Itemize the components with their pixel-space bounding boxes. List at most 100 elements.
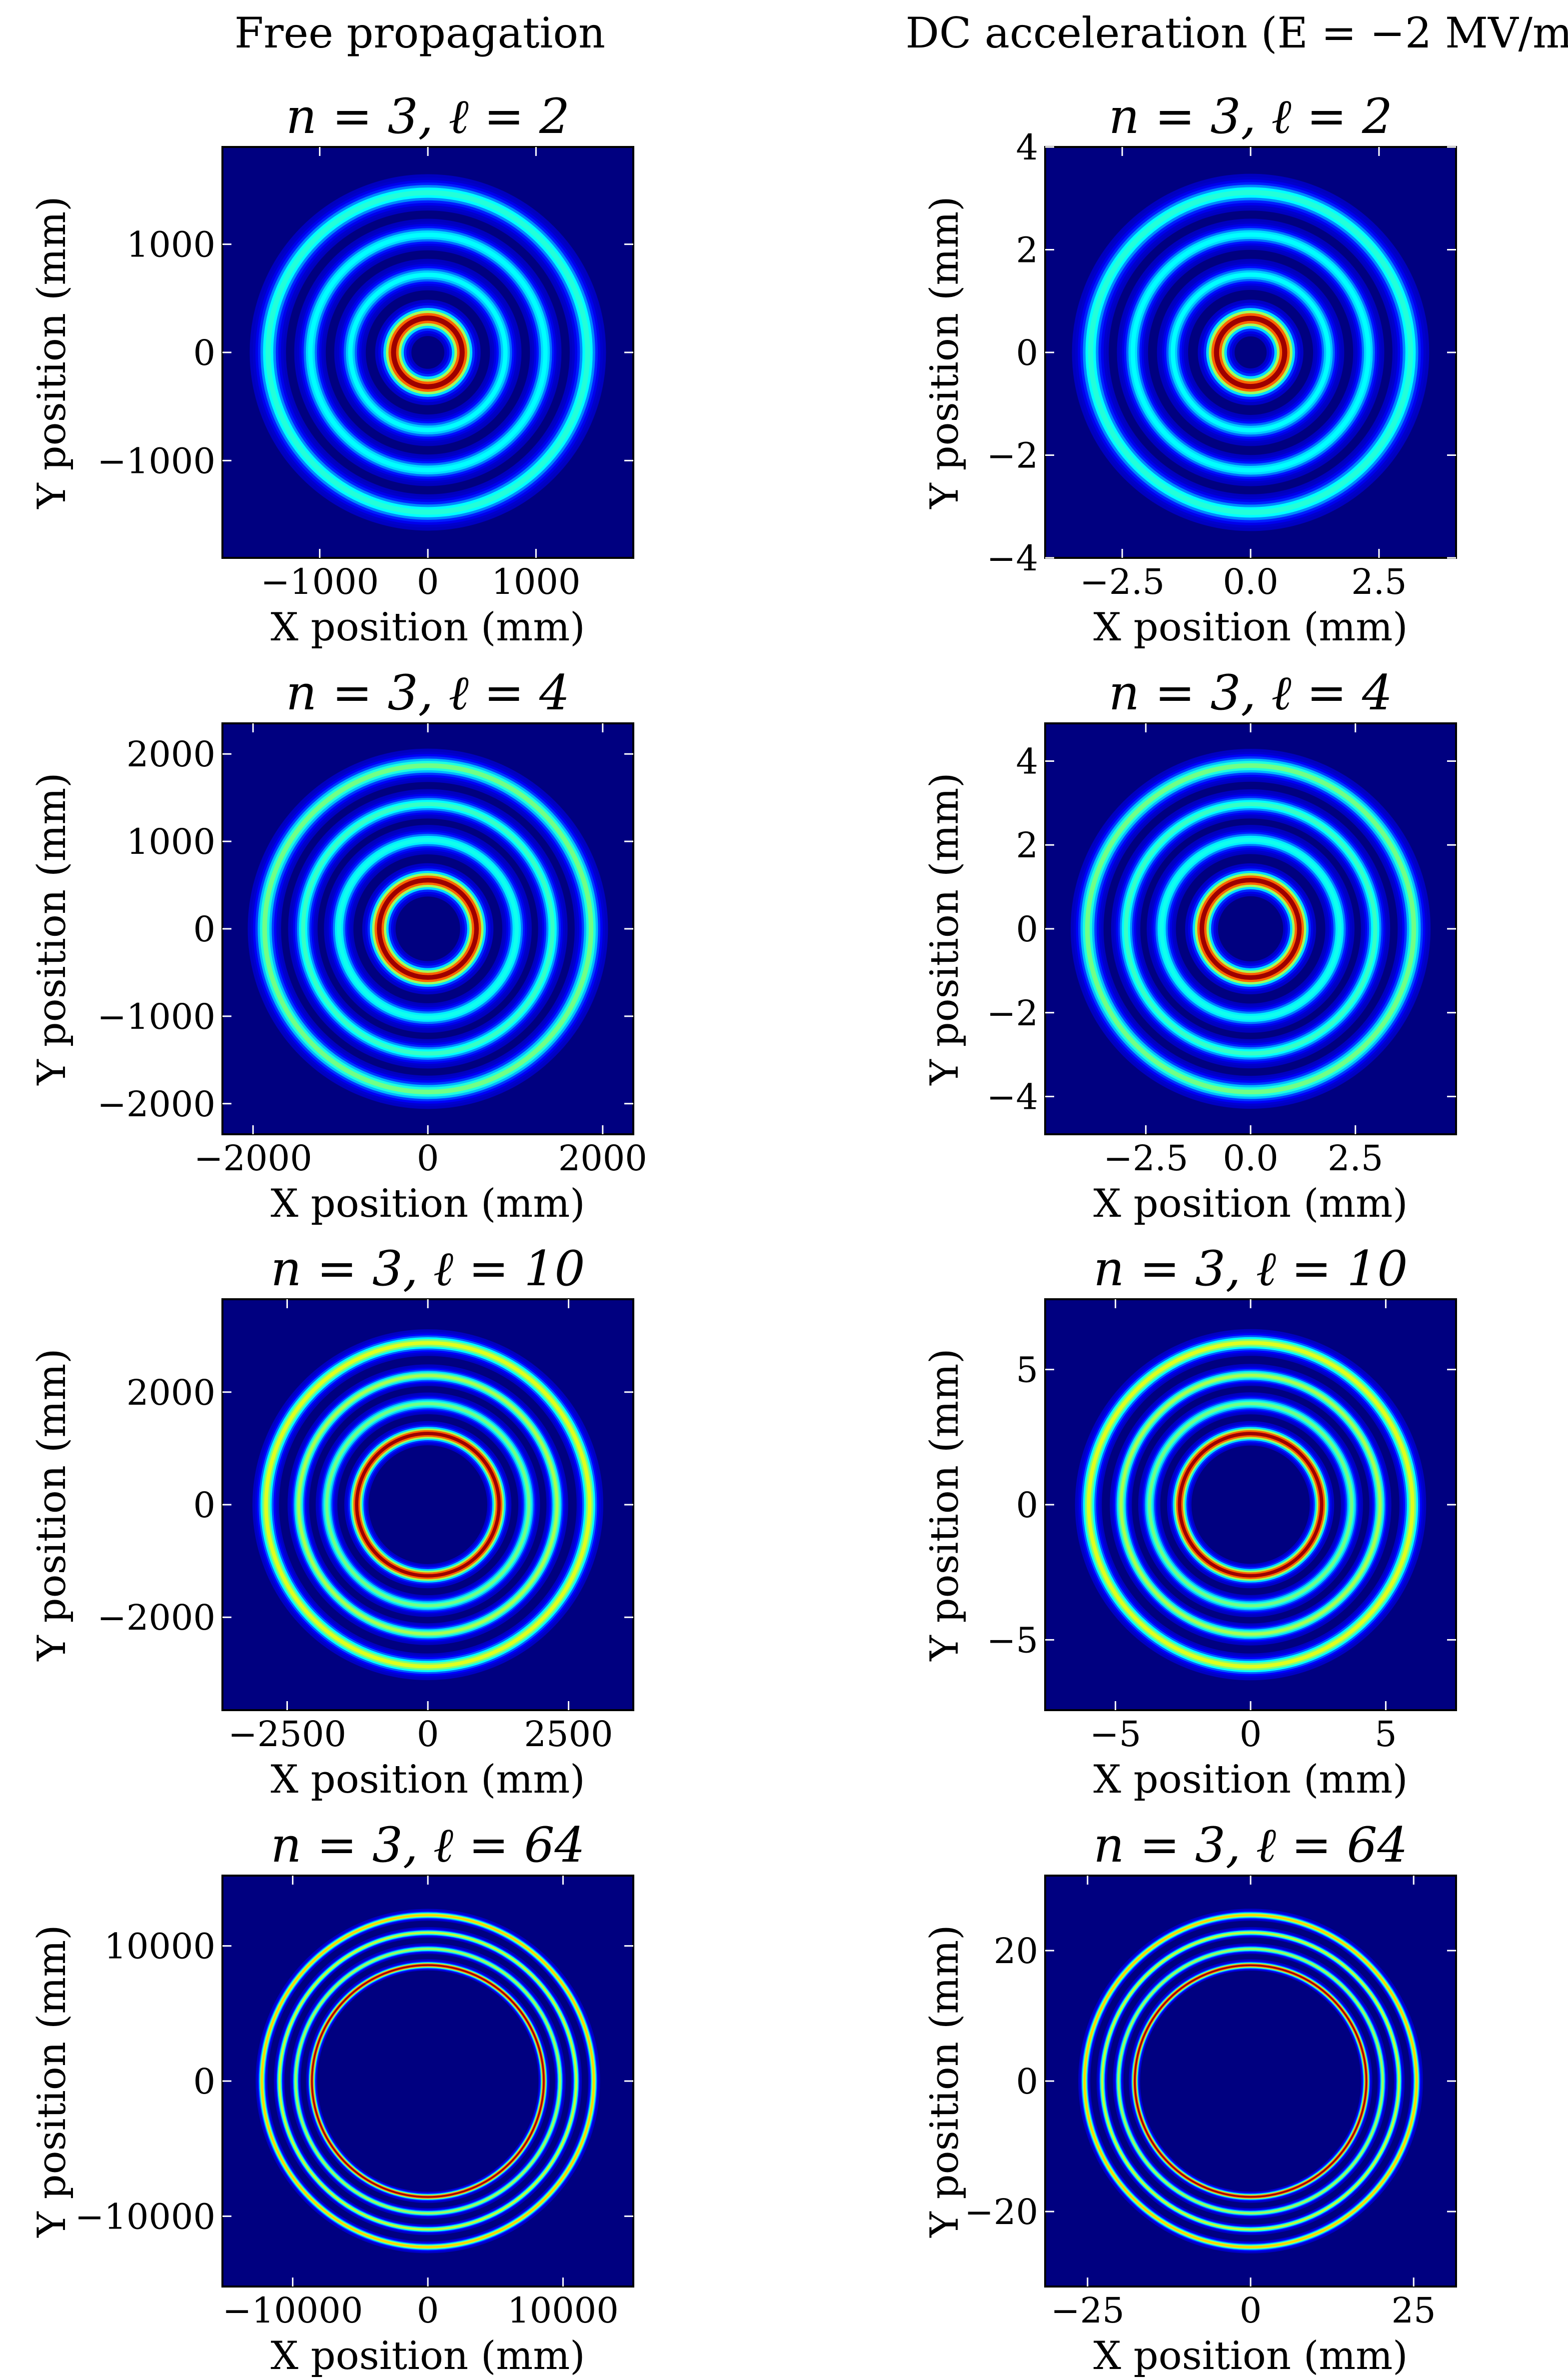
ring-2-band [1121,1952,1380,2211]
ring-1-band [374,875,482,983]
column-title-free-propagation: Free propagation [234,8,605,57]
ring-2-band [1174,276,1327,429]
ring-2-band [332,833,524,1025]
x-tick-label: 0.0 [1223,561,1278,602]
y-tick-label: −5 [987,1620,1038,1661]
ring-3-band [303,227,553,477]
ring-3-band [1122,1376,1380,1634]
ring-3-band [318,243,537,462]
ring-1-band [1132,1962,1370,2200]
y-tick-label: 0 [193,909,215,950]
ring-4-band [254,755,601,1102]
ring-3-band [314,238,542,466]
ring-4-band [1085,1916,1416,2247]
ring-2-band [342,843,513,1014]
ring-4-band [252,753,604,1105]
ring-4-band [260,1914,595,2249]
ring-4-band [1079,1909,1423,2253]
ring-2-band [354,278,502,426]
y-tick-label: 0 [1016,1485,1038,1526]
y-tick-label: 1000 [126,224,215,265]
ring-4-band [257,181,599,523]
ring-1-band [306,1959,550,2203]
x-tick-label: 2000 [558,1138,647,1179]
x-tick-label: −5 [1090,1714,1141,1755]
ring-3-band [1104,1934,1398,2228]
ring-4-band [263,1917,592,2246]
ring-1-band [1231,333,1270,372]
ring-2-band [1149,1403,1353,1607]
ring-1-band [400,325,455,380]
ring-4-band [257,758,599,1100]
ring-4-band [256,1910,599,2253]
ring-1-band [346,1423,510,1587]
y-tick-label: 0 [1016,332,1038,373]
ring-4-band [1100,202,1401,503]
ring-4-band [1097,1351,1404,1658]
ring-4-band [1098,199,1404,505]
y-axis-label: Y position (mm) [29,772,74,1085]
y-tick-label: −2000 [97,1084,215,1125]
ring-3-band [1130,1384,1372,1626]
ring-1-band [362,1439,493,1570]
heatmap-background [1045,1299,1456,1710]
ring-4-band [1096,774,1406,1084]
y-axis-label: Y position (mm) [29,1348,74,1661]
ring-3-band [283,1936,573,2226]
ring-4-band [249,174,606,531]
ring-3-band [1121,223,1380,482]
ring-1-band [364,865,491,992]
ring-4-band [263,1916,593,2246]
ring-2-band [1116,1947,1385,2216]
y-tick-label: 1000 [126,821,215,862]
ring-4-band [272,1349,583,1660]
ring-3-band [288,789,568,1069]
ring-1-band [356,1433,500,1577]
ring-4-band [1080,758,1422,1100]
ring-2-band [290,1944,565,2219]
y-axis-label: Y position (mm) [29,196,74,509]
ring-1-band [381,882,475,976]
ring-4-band [257,1910,599,2252]
ring-3-band [296,221,559,484]
ring-2-band [1118,1949,1383,2214]
ring-4-band [259,760,596,1097]
ring-1-band [316,1969,540,2193]
ring-2-band [290,1943,566,2219]
ring-2-band [1118,1948,1384,2214]
x-tick-label: 25 [1392,2290,1436,2331]
panel-l4-dc: n = 3, ℓ = 4 −2.5 0.0 2.5 −4 −2 0 2 4 X position … [922,665,1457,1226]
ring-4-band [1080,1334,1421,1675]
ring-4-band [247,748,608,1109]
ring-4-band [265,189,591,515]
y-tick-label: 20 [994,1931,1038,1972]
ring-1-band [1194,872,1307,985]
ring-3-band [1136,238,1365,467]
ring-1-band [312,1965,544,2197]
ring-4-band [1098,776,1403,1081]
ring-1-band [1200,302,1301,403]
heatmap-background [1045,723,1456,1134]
ring-2-band [1161,839,1341,1019]
ring-1-band [306,1960,549,2203]
ring-2-band [348,849,507,1008]
ring-3-band [278,1931,578,2231]
column-title-dc-acceleration: DC acceleration (E = −2 MV/m) [906,8,1568,57]
ring-3-band [307,232,548,473]
ring-2-band [293,1947,562,2216]
ring-1-band [390,315,465,390]
y-tick-label: 10000 [104,1926,215,1967]
ring-2-band [1150,1404,1351,1605]
ring-2-band [317,1394,539,1616]
ring-1-band [313,1967,542,2196]
ring-3-band [1105,1936,1396,2227]
heatmap-rings [1075,1329,1427,1681]
x-tick-label: −1000 [260,561,379,602]
ring-4-band [1091,769,1410,1088]
ring-4-band [1073,751,1429,1107]
ring-3-band [1104,1935,1397,2228]
ring-2-band [324,1401,531,1608]
y-tick-label: 5 [1016,1350,1038,1391]
ring-1-band [357,1434,498,1575]
